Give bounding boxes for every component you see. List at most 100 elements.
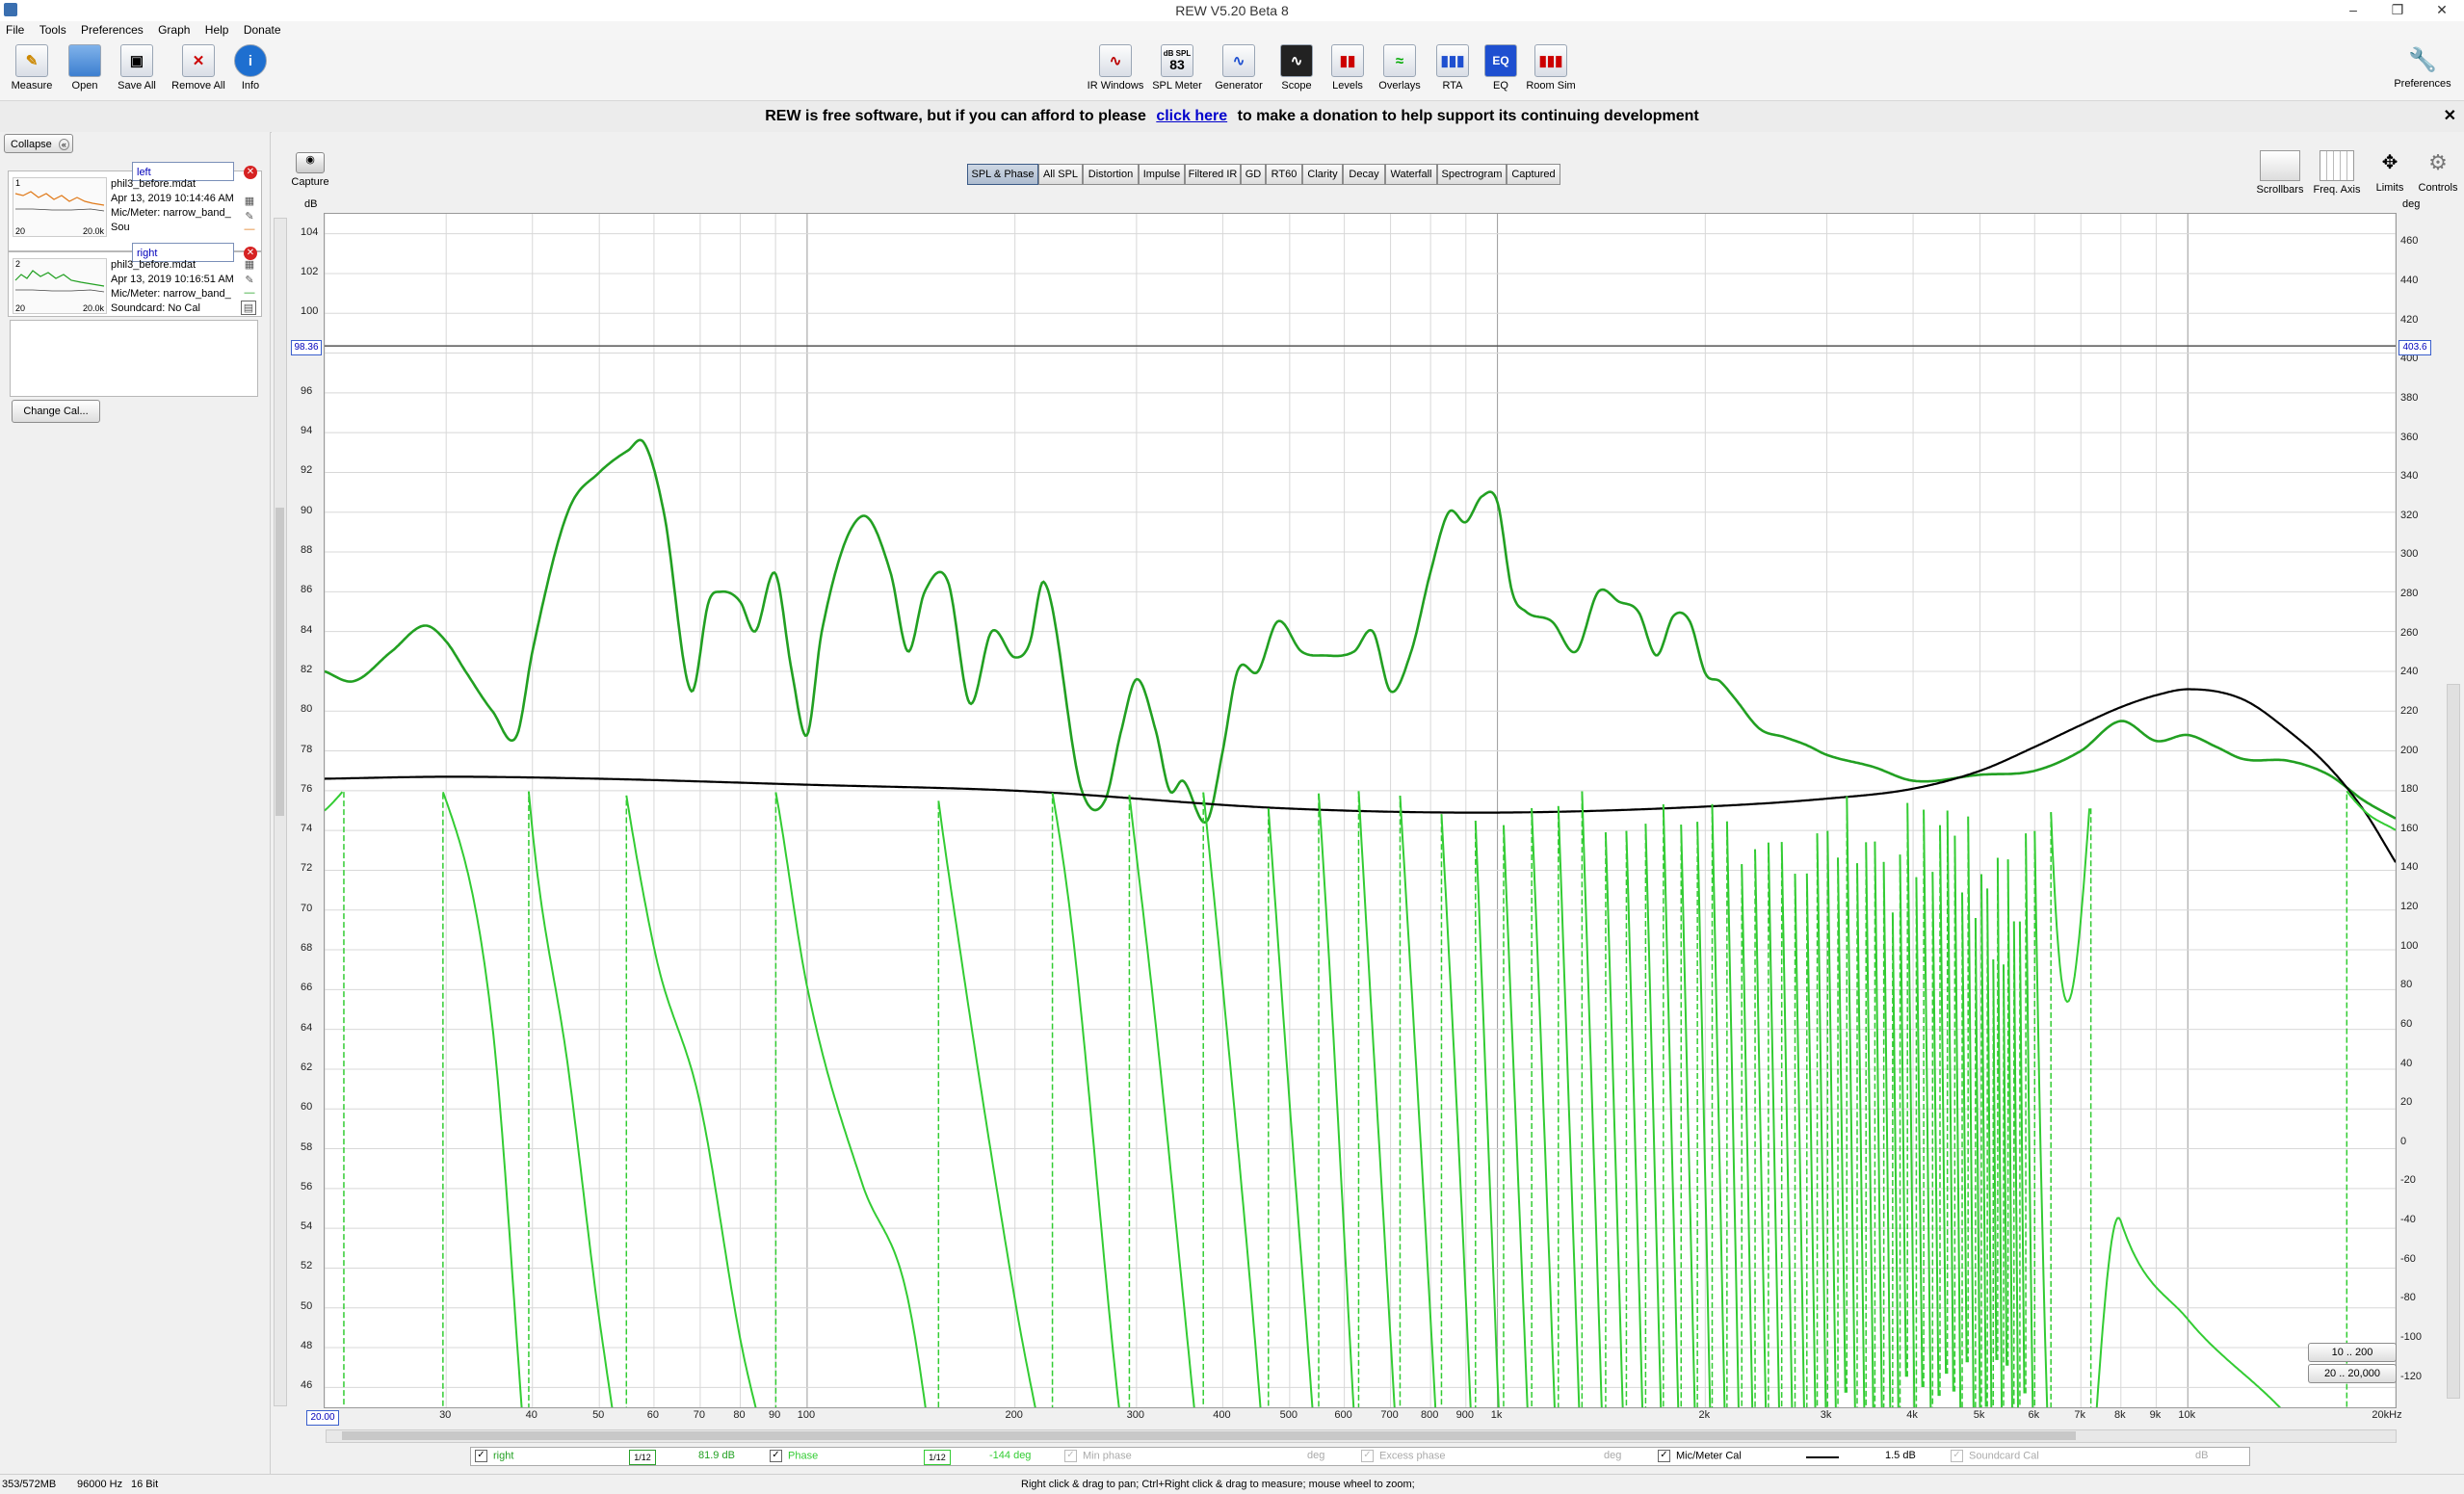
tab-impulse[interactable]: Impulse	[1139, 164, 1185, 185]
capture-button[interactable]: ◉ Capture	[289, 152, 331, 188]
measurement-item-1[interactable]: left ✕ 1 20 20.0k phil3_before.mdat Apr …	[8, 162, 262, 251]
room-sim-button[interactable]: ▮▮▮ Room Sim	[1524, 44, 1578, 92]
scrollbars-button[interactable]: Scrollbars	[2252, 150, 2308, 196]
levels-label: Levels	[1332, 80, 1363, 92]
measurement-notes[interactable]	[10, 320, 258, 397]
pencil-icon[interactable]: ✎	[245, 275, 254, 286]
window-title: REW V5.20 Beta 8	[1175, 3, 1289, 18]
overlays-button[interactable]: ≈ Overlays	[1376, 44, 1424, 92]
measurement-name-field[interactable]: left	[132, 162, 234, 181]
legend-item-soundcard-cal[interactable]: ✓ Soundcard Cal	[1951, 1450, 2039, 1462]
horizontal-scrollbar[interactable]	[326, 1429, 2397, 1443]
measurement-item-2[interactable]: right ✕ 2 20 20.0k phil3_before.mdat Apr…	[8, 243, 262, 317]
x-tick-label: 7k	[2074, 1409, 2086, 1421]
x-tick-label: 50	[592, 1409, 605, 1421]
maximize-button[interactable]: ❐	[2391, 2, 2404, 17]
line-color-icon[interactable]: —	[244, 223, 255, 235]
limits-button[interactable]: ✥ Limits	[2366, 150, 2414, 194]
rta-button[interactable]: ▮▮▮ RTA	[1429, 44, 1476, 92]
tab-spectrogram[interactable]: Spectrogram	[1437, 164, 1507, 185]
menu-tools[interactable]: Tools	[39, 23, 66, 37]
measure-button[interactable]: ✎ Measure	[8, 44, 56, 92]
scrollbar-thumb[interactable]	[342, 1431, 2076, 1440]
menu-help[interactable]: Help	[204, 23, 229, 37]
smoothing-badge[interactable]: 1/12	[924, 1450, 951, 1465]
pencil-icon[interactable]: ✎	[245, 211, 254, 223]
minimize-button[interactable]: –	[2349, 2, 2357, 17]
generator-label: Generator	[1215, 80, 1263, 92]
legend-checkbox[interactable]: ✓	[475, 1450, 487, 1462]
controls-button[interactable]: ⚙ Controls	[2414, 150, 2462, 194]
series-phase-line	[2006, 859, 2013, 1407]
tab-clarity[interactable]: Clarity	[1302, 164, 1343, 185]
donation-link[interactable]: click here	[1156, 108, 1228, 124]
tab-rt60[interactable]: RT60	[1266, 164, 1302, 185]
series-phase-line	[325, 791, 344, 812]
legend-checkbox[interactable]: ✓	[1951, 1450, 1963, 1462]
legend-item-right[interactable]: ✓ right	[475, 1450, 513, 1462]
preferences-button[interactable]: 🔧 Preferences	[2389, 44, 2456, 91]
legend-item-phase[interactable]: ✓ Phase	[770, 1450, 818, 1462]
scope-button[interactable]: ∿ Scope	[1271, 44, 1322, 92]
change-cal-button[interactable]: Change Cal...	[12, 400, 100, 423]
legend-checkbox[interactable]: ✓	[1064, 1450, 1077, 1462]
range-button-10-200[interactable]: 10 .. 200	[2308, 1343, 2397, 1362]
tab-waterfall[interactable]: Waterfall	[1385, 164, 1437, 185]
thumbnail-x-max: 20.0k	[82, 303, 104, 313]
menu-donate[interactable]: Donate	[243, 23, 281, 37]
series-phase-line	[1874, 841, 1883, 1407]
legend-item-excess-phase[interactable]: ✓ Excess phase	[1361, 1450, 1445, 1462]
close-window-button[interactable]: ✕	[2436, 2, 2448, 17]
levels-button[interactable]: ▮▮ Levels	[1324, 44, 1372, 92]
menu-graph[interactable]: Graph	[158, 23, 191, 37]
legend-item-min-phase[interactable]: ✓ Min phase	[1064, 1450, 1132, 1462]
range-button-20-20000[interactable]: 20 .. 20,000	[2308, 1364, 2397, 1383]
close-banner-icon[interactable]: ✕	[2443, 108, 2456, 124]
plot-canvas[interactable]	[325, 214, 2396, 1407]
tab-filtered-ir[interactable]: Filtered IR	[1185, 164, 1241, 185]
tab-gd[interactable]: GD	[1241, 164, 1266, 185]
spl-phase-plot[interactable]	[324, 213, 2397, 1408]
tab-distortion[interactable]: Distortion	[1083, 164, 1139, 185]
left-vertical-scrollbar[interactable]	[274, 218, 287, 1406]
line-color-icon[interactable]: —	[244, 287, 255, 299]
series-phase-line	[1837, 857, 1847, 1393]
right-vertical-scrollbar[interactable]	[2447, 684, 2460, 1399]
menu-file[interactable]: File	[6, 23, 25, 37]
tab-captured[interactable]: Captured	[1507, 164, 1560, 185]
ir-windows-button[interactable]: ∿ IR Windows	[1085, 44, 1146, 92]
tab-spl-phase[interactable]: SPL & Phase	[967, 164, 1038, 185]
delete-measurement-icon[interactable]: ✕	[244, 247, 257, 260]
eq-edit-icon[interactable]: ▦	[244, 259, 255, 271]
y-tick-label: 96	[301, 384, 313, 397]
y-tick-label: 78	[301, 743, 313, 755]
freq-axis-button[interactable]: Freq. Axis	[2310, 150, 2364, 196]
generator-button[interactable]: ∿ Generator	[1212, 44, 1266, 92]
eq-edit-icon[interactable]: ▦	[244, 196, 255, 207]
save-all-button[interactable]: ▣ Save All	[112, 44, 162, 92]
spl-meter-icon-unit: dB SPL	[1163, 49, 1192, 58]
legend-checkbox[interactable]: ✓	[1658, 1450, 1670, 1462]
smoothing-badge[interactable]: 1/12	[629, 1450, 656, 1465]
notes-icon[interactable]: ▤	[241, 301, 256, 315]
legend-item-mic-meter-cal[interactable]: ✓ Mic/Meter Cal	[1658, 1450, 1742, 1462]
tab-all-spl[interactable]: All SPL	[1038, 164, 1083, 185]
series-phase-line	[1931, 872, 1940, 1397]
info-button[interactable]: i Info	[233, 44, 268, 92]
measurement-name-field[interactable]: right	[132, 243, 234, 262]
remove-all-button[interactable]: ✕ Remove All	[168, 44, 229, 92]
open-button[interactable]: Open	[62, 44, 108, 92]
info-label: Info	[241, 80, 260, 92]
tab-decay[interactable]: Decay	[1343, 164, 1385, 185]
y-tick-label: 56	[301, 1180, 313, 1193]
delete-measurement-icon[interactable]: ✕	[244, 166, 257, 179]
collapse-button[interactable]: Collapse «	[4, 134, 73, 153]
status-sample-rate: 96000 Hz	[77, 1479, 123, 1490]
measurement-soundcard: Sou	[111, 222, 130, 233]
spl-meter-button[interactable]: dB SPL 83 SPL Meter	[1150, 44, 1204, 92]
legend-checkbox[interactable]: ✓	[1361, 1450, 1374, 1462]
scrollbar-thumb[interactable]	[275, 508, 284, 816]
menu-preferences[interactable]: Preferences	[81, 23, 144, 37]
legend-checkbox[interactable]: ✓	[770, 1450, 782, 1462]
eq-button[interactable]: EQ EQ	[1480, 44, 1522, 92]
